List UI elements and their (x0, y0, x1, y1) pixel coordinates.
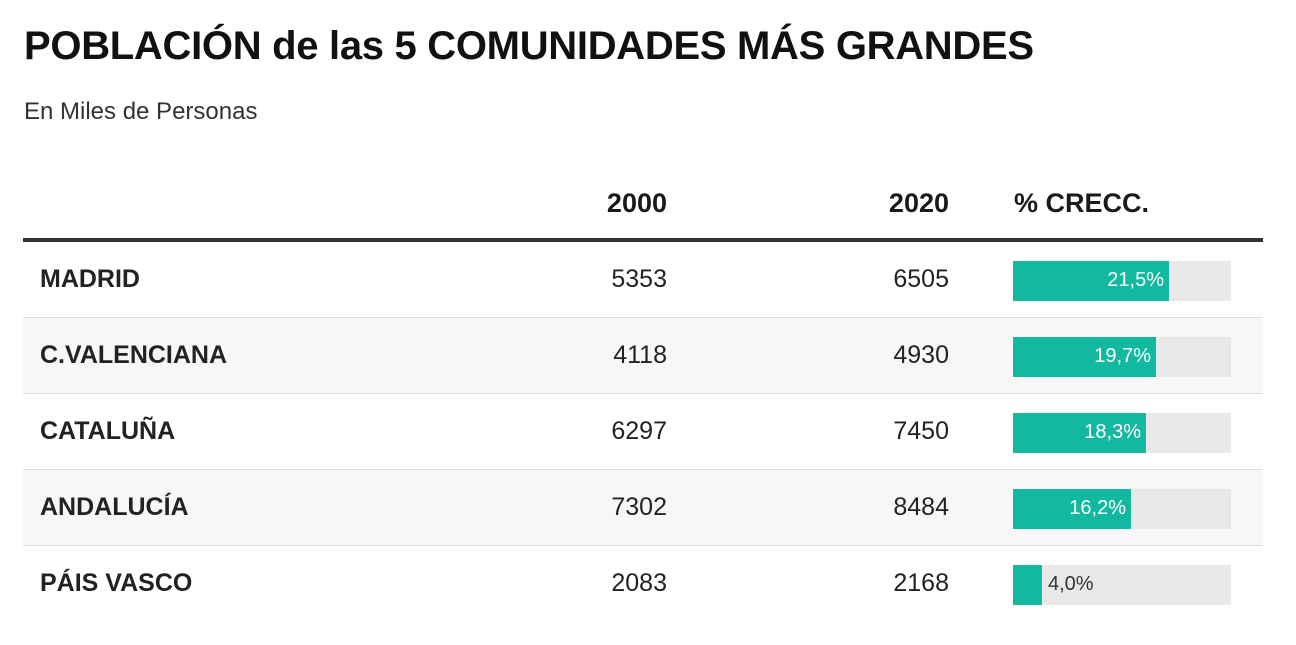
column-header-2020: 2020 (888, 188, 949, 218)
chart-title: POBLACIÓN de las 5 COMUNIDADES MÁS GRAND… (24, 24, 1034, 68)
row-value-2000: 6297 (611, 417, 667, 445)
growth-bar (1013, 261, 1169, 301)
growth-label: 18,3% (1084, 421, 1141, 443)
row-region-name: MADRID (40, 265, 140, 293)
row-region-name: CATALUÑA (40, 417, 176, 445)
table-row: MADRID 5353 6505 21,5% (23, 242, 1263, 318)
row-region-name: PÁIS VASCO (40, 569, 193, 597)
growth-label: 19,7% (1094, 345, 1151, 367)
table-row: C.VALENCIANA 4118 4930 19,7% (23, 318, 1263, 394)
growth-bar-track: 16,2% (1013, 489, 1231, 529)
row-value-2020: 6505 (893, 265, 949, 293)
column-header-2000: 2000 (606, 188, 667, 218)
table-body: MADRID 5353 6505 21,5% C.VALENCIANA 4118 4930 1… (23, 242, 1263, 621)
row-value-2000: 7302 (611, 493, 667, 521)
column-header-growth: % CRECC. (1014, 188, 1150, 218)
growth-bar (1013, 565, 1042, 605)
chart-subtitle: En Miles de Personas (24, 98, 258, 125)
row-value-2020: 7450 (893, 417, 949, 445)
row-region-name: C.VALENCIANA (40, 341, 228, 369)
table-row: CATALUÑA 6297 7450 18,3% (23, 394, 1263, 470)
row-value-2000: 4118 (613, 341, 667, 369)
table-header: 2000 2020 % CRECC. (23, 166, 1263, 242)
growth-bar-track: 21,5% (1013, 261, 1231, 301)
growth-label: 16,2% (1069, 497, 1126, 519)
row-value-2000: 2083 (611, 569, 667, 597)
growth-bar-track: 4,0% (1013, 565, 1231, 605)
row-region-name: ANDALUCÍA (40, 493, 189, 521)
table-row: ANDALUCÍA 7302 8484 16,2% (23, 470, 1263, 546)
row-value-2020: 4930 (893, 341, 949, 369)
row-value-2020: 2168 (893, 569, 949, 597)
row-value-2020: 8484 (893, 493, 949, 521)
growth-bar (1013, 489, 1131, 529)
growth-bar-track: 19,7% (1013, 337, 1231, 377)
growth-label: 4,0% (1048, 573, 1094, 595)
growth-bar-track: 18,3% (1013, 413, 1231, 453)
table-row: PÁIS VASCO 2083 2168 4,0% (23, 546, 1263, 621)
growth-bar (1013, 337, 1156, 377)
growth-bar (1013, 413, 1146, 453)
row-value-2000: 5353 (611, 265, 667, 293)
growth-label: 21,5% (1107, 269, 1164, 291)
population-table: 2000 2020 % CRECC. MADRID 5353 6505 21,5% C.… (23, 166, 1263, 621)
